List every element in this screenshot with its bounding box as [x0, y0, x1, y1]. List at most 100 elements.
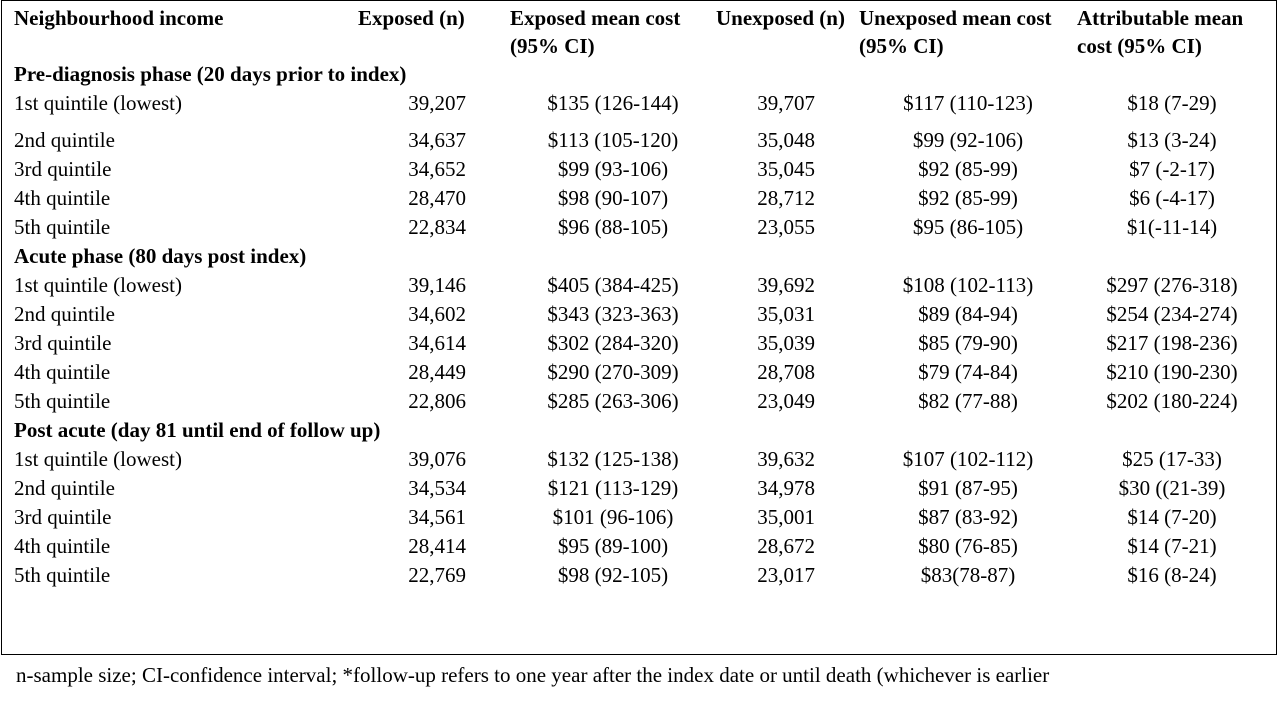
exposed-cost-cell: $95 (89-100)	[557, 534, 669, 558]
header-exposed-mean-cost: Exposed mean cost (95% CI)	[510, 6, 681, 58]
income-cell: 3rd quintile	[14, 331, 112, 355]
attributable-cost-cell: $254 (234-274)	[1106, 302, 1238, 326]
section-title: Acute phase (80 days post index)	[14, 244, 307, 268]
header-neighbourhood-income: Neighbourhood income	[14, 6, 224, 30]
table-row: 1st quintile (lowest) 39,076 $132 (125-138…	[14, 445, 1267, 474]
exposed-n-cell: 34,614	[408, 331, 466, 355]
income-cell: 5th quintile	[14, 563, 111, 587]
table-row: 2nd quintile 34,602 $343 (323-363) 35,031 $8…	[14, 300, 1267, 329]
exposed-cost-cell: $285 (263-306)	[547, 389, 679, 413]
attributable-cost-cell: $13 (3-24)	[1127, 128, 1217, 152]
unexposed-cost-cell: $107 (102-112)	[902, 447, 1034, 471]
unexposed-cost-cell: $80 (76-85)	[918, 534, 1018, 558]
exposed-n-cell: 34,637	[408, 128, 466, 152]
unexposed-cost-cell: $99 (92-106)	[912, 128, 1024, 152]
income-cell: 2nd quintile	[14, 128, 115, 152]
exposed-n-cell: 28,449	[408, 360, 466, 384]
unexposed-n-cell: 35,031	[757, 302, 815, 326]
cost-table: Neighbourhood income Exposed (n) Exposed…	[14, 4, 1267, 590]
unexposed-n-cell: 35,045	[757, 157, 815, 181]
income-cell: 4th quintile	[14, 534, 111, 558]
exposed-cost-cell: $99 (93-106)	[557, 157, 669, 181]
unexposed-n-cell: 23,049	[757, 389, 815, 413]
exposed-cost-cell: $302 (284-320)	[547, 331, 679, 355]
exposed-cost-cell: $101 (96-106)	[552, 505, 674, 529]
exposed-cost-cell: $135 (126-144)	[547, 91, 679, 115]
table-row: 5th quintile 22,806 $285 (263-306) 23,049 $8…	[14, 387, 1267, 416]
unexposed-cost-cell: $79 (74-84)	[918, 360, 1018, 384]
attributable-cost-cell: $14 (7-20)	[1127, 505, 1217, 529]
income-cell: 1st quintile (lowest)	[14, 273, 182, 297]
income-cell: 5th quintile	[14, 389, 111, 413]
header-row: Neighbourhood income Exposed (n) Exposed…	[14, 4, 1267, 60]
attributable-cost-cell: $1(-11-14)	[1126, 215, 1218, 239]
table-row: 1st quintile (lowest) 39,146 $405 (384-425…	[14, 271, 1267, 300]
attributable-cost-cell: $30 ((21-39)	[1118, 476, 1226, 500]
attributable-cost-cell: $25 (17-33)	[1122, 447, 1222, 471]
attributable-cost-cell: $202 (180-224)	[1106, 389, 1238, 413]
exposed-n-cell: 39,146	[408, 273, 466, 297]
unexposed-n-cell: 28,708	[757, 360, 815, 384]
header-exposed-n: Exposed (n)	[358, 6, 465, 30]
section-title: Post acute (day 81 until end of follow u…	[14, 418, 381, 442]
exposed-cost-cell: $405 (384-425)	[547, 273, 679, 297]
unexposed-n-cell: 39,707	[757, 91, 815, 115]
exposed-n-cell: 22,769	[408, 563, 466, 587]
unexposed-n-cell: 35,001	[757, 505, 815, 529]
table-row: 2nd quintile 34,534 $121 (113-129) 34,978 $9…	[14, 474, 1267, 503]
unexposed-n-cell: 35,039	[757, 331, 815, 355]
attributable-cost-cell: $18 (7-29)	[1127, 91, 1217, 115]
unexposed-n-cell: 28,672	[757, 534, 815, 558]
section-header-row: Pre-diagnosis phase (20 days prior to in…	[14, 60, 1267, 89]
exposed-n-cell: 34,534	[408, 476, 466, 500]
exposed-n-cell: 34,602	[408, 302, 466, 326]
exposed-cost-cell: $98 (90-107)	[557, 186, 669, 210]
table-row: 4th quintile 28,414 $95 (89-100) 28,672 $80 …	[14, 532, 1267, 561]
income-cell: 2nd quintile	[14, 302, 115, 326]
exposed-cost-cell: $121 (113-129)	[547, 476, 679, 500]
income-cell: 1st quintile (lowest)	[14, 447, 182, 471]
table-row: 3rd quintile 34,561 $101 (96-106) 35,001 $87…	[14, 503, 1267, 532]
exposed-cost-cell: $132 (125-138)	[547, 447, 679, 471]
unexposed-cost-cell: $89 (84-94)	[918, 302, 1018, 326]
exposed-cost-cell: $113 (105-120)	[547, 128, 679, 152]
income-cell: 3rd quintile	[14, 505, 112, 529]
attributable-cost-cell: $210 (190-230)	[1106, 360, 1238, 384]
unexposed-cost-cell: $117 (110-123)	[903, 91, 1033, 115]
table-row: 5th quintile 22,769 $98 (92-105) 23,017 $83(…	[14, 561, 1267, 590]
exposed-cost-cell: $96 (88-105)	[557, 215, 669, 239]
exposed-cost-cell: $343 (323-363)	[547, 302, 679, 326]
unexposed-cost-cell: $92 (85-99)	[918, 157, 1018, 181]
unexposed-cost-cell: $83(78-87)	[920, 563, 1016, 587]
income-cell: 4th quintile	[14, 360, 111, 384]
exposed-cost-cell: $290 (270-309)	[547, 360, 679, 384]
header-attributable-mean-cost: Attributable mean cost (95% CI)	[1077, 6, 1244, 58]
exposed-n-cell: 34,652	[408, 157, 466, 181]
income-cell: 1st quintile (lowest)	[14, 91, 182, 115]
exposed-n-cell: 22,806	[408, 389, 466, 413]
attributable-cost-cell: $217 (198-236)	[1106, 331, 1238, 355]
income-cell: 5th quintile	[14, 215, 111, 239]
unexposed-cost-cell: $92 (85-99)	[918, 186, 1018, 210]
table-row: 3rd quintile 34,614 $302 (284-320) 35,039 $8…	[14, 329, 1267, 358]
unexposed-cost-cell: $95 (86-105)	[912, 215, 1024, 239]
attributable-cost-cell: $14 (7-21)	[1127, 534, 1217, 558]
section-header-row: Post acute (day 81 until end of follow u…	[14, 416, 1267, 445]
unexposed-n-cell: 34,978	[757, 476, 815, 500]
attributable-cost-cell: $297 (276-318)	[1106, 273, 1238, 297]
footnote: n-sample size; CI-confidence interval; *…	[16, 663, 1050, 687]
table-body: Pre-diagnosis phase (20 days prior to in…	[14, 60, 1267, 590]
unexposed-cost-cell: $108 (102-113)	[902, 273, 1034, 297]
exposed-n-cell: 28,470	[408, 186, 466, 210]
table-row: 4th quintile 28,449 $290 (270-309) 28,708 $7…	[14, 358, 1267, 387]
exposed-n-cell: 39,207	[408, 91, 466, 115]
table-row: 4th quintile 28,470 $98 (90-107) 28,712 $92 …	[14, 184, 1267, 213]
exposed-cost-cell: $98 (92-105)	[557, 563, 669, 587]
header-unexposed-mean-cost: Unexposed mean cost (95% CI)	[859, 6, 1052, 58]
section-header-row: Acute phase (80 days post index)	[14, 242, 1267, 271]
table-row: 5th quintile 22,834 $96 (88-105) 23,055 $95 …	[14, 213, 1267, 242]
exposed-n-cell: 22,834	[408, 215, 466, 239]
unexposed-n-cell: 28,712	[757, 186, 815, 210]
table-row: 1st quintile (lowest) 39,207 $135 (126-144…	[14, 89, 1267, 118]
unexposed-n-cell: 35,048	[757, 128, 815, 152]
